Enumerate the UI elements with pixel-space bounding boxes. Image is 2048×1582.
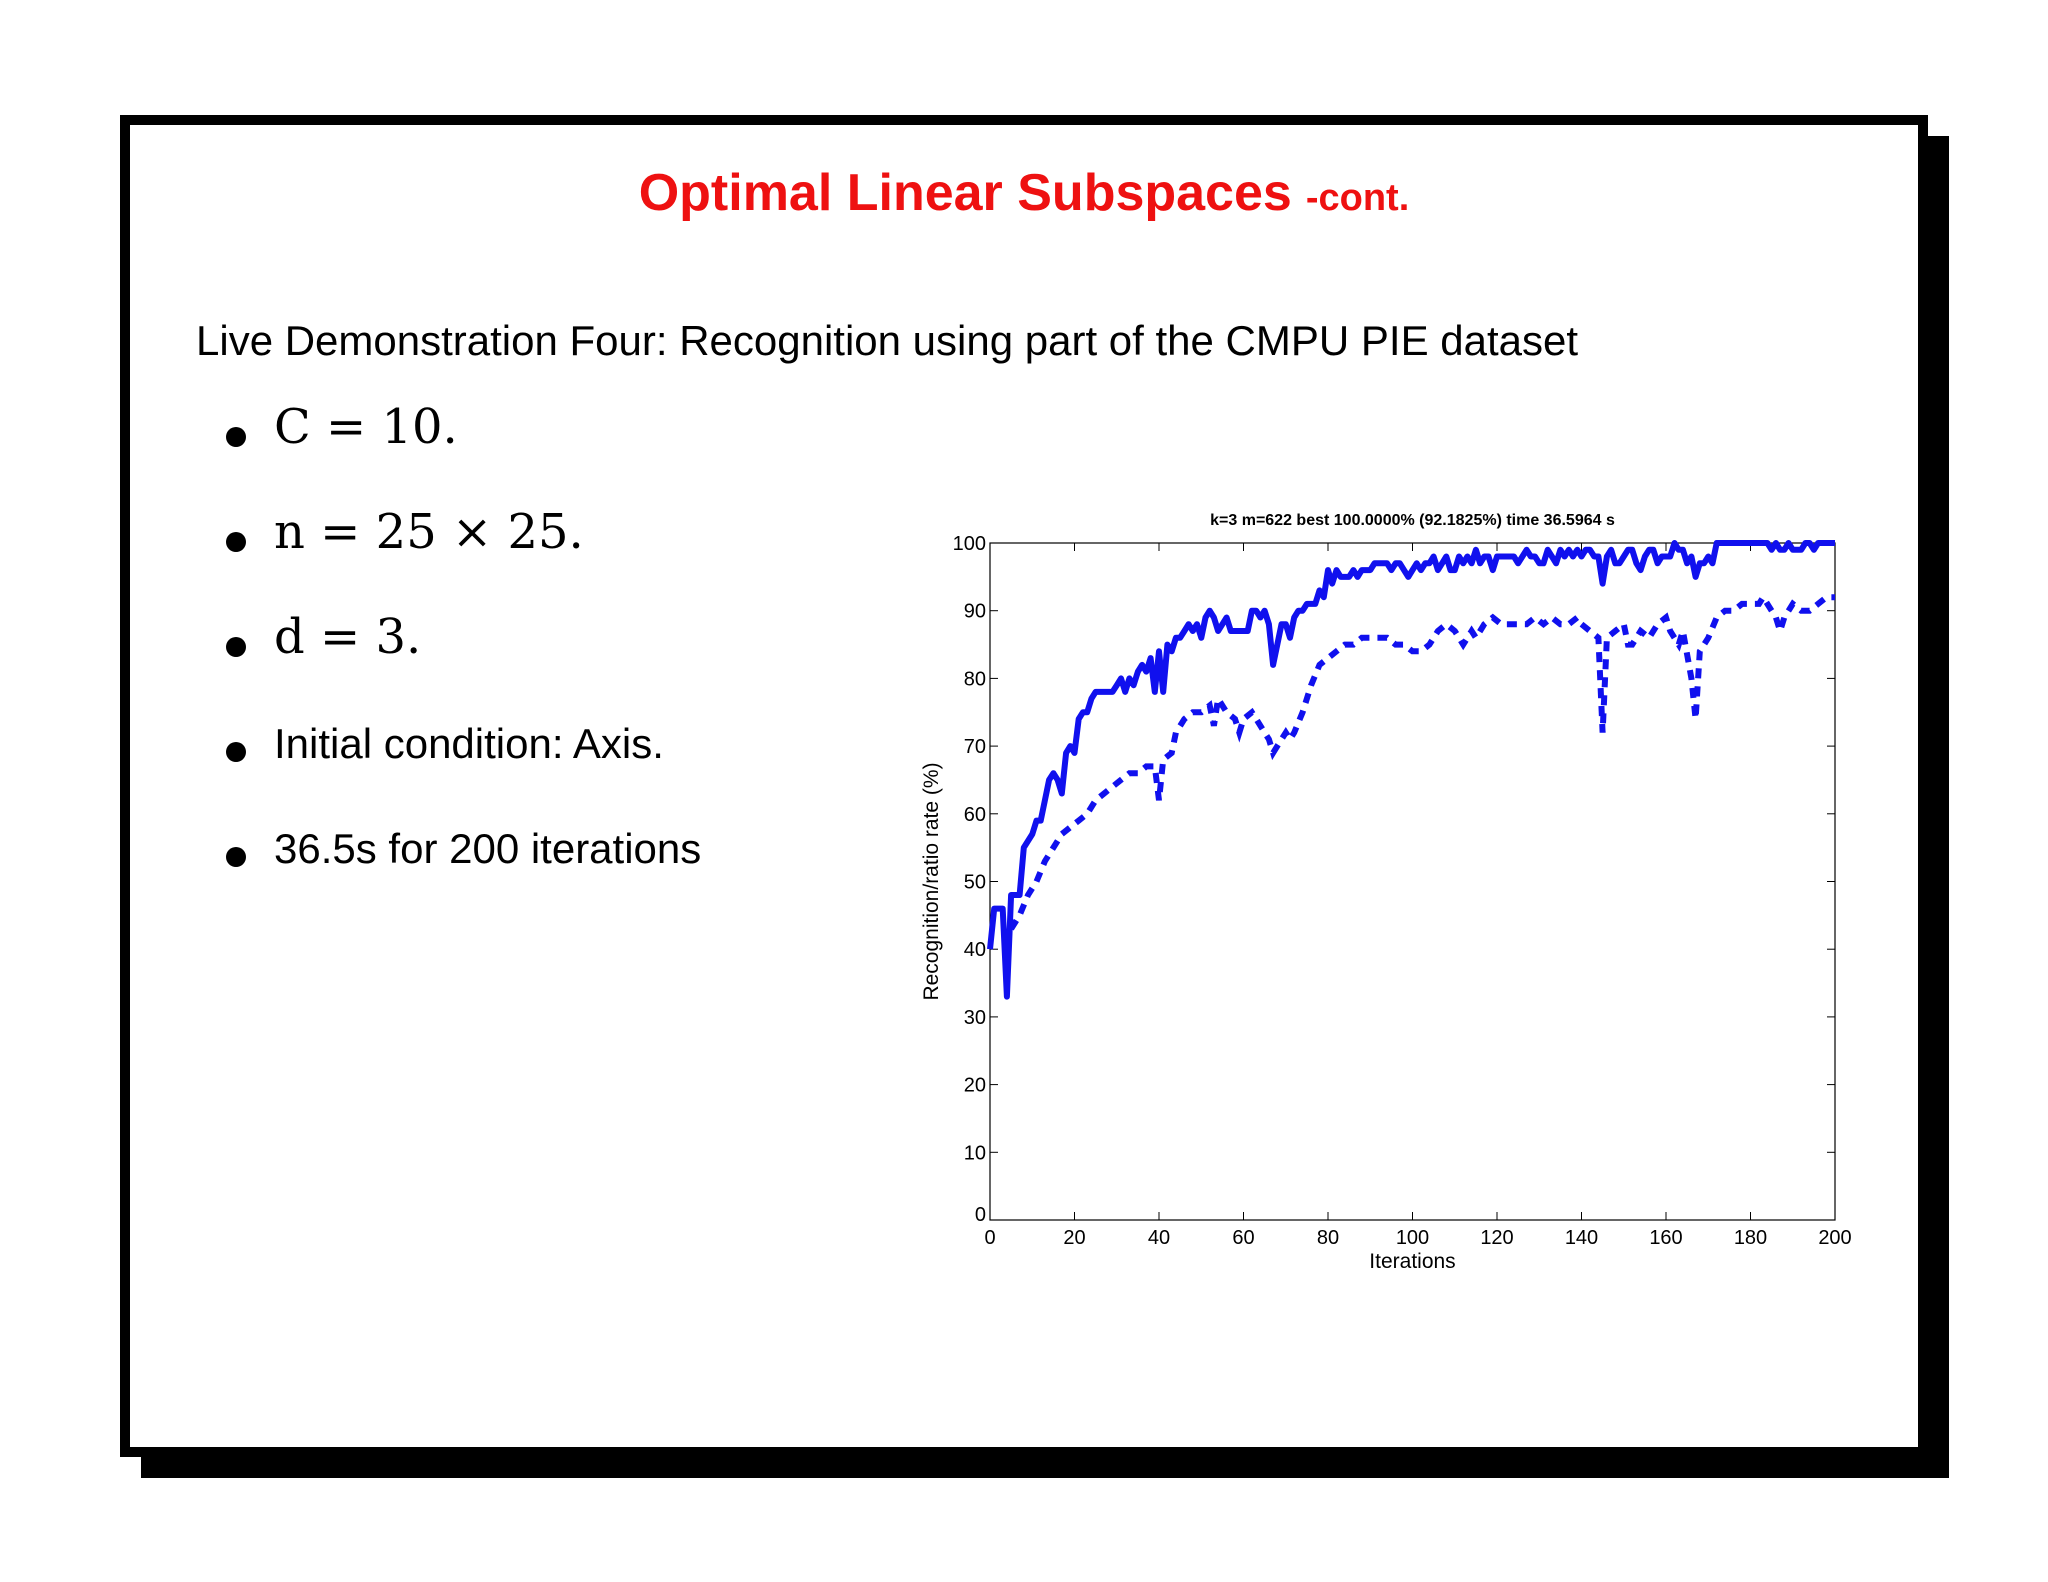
series-line-solid xyxy=(987,540,1835,1000)
slide-title: Optimal Linear Subspaces -cont. xyxy=(130,163,1918,223)
x-tick-label: 100 xyxy=(1396,1227,1429,1249)
bullet-dot-icon xyxy=(226,847,246,867)
y-tick-label: 80 xyxy=(964,668,986,690)
bullet-text: 36.5s for 200 iterations xyxy=(274,825,702,872)
bullet-text: d = 3. xyxy=(274,609,422,665)
y-tick-label: 10 xyxy=(964,1142,986,1164)
bullet-dot-icon xyxy=(226,742,246,762)
bullet-text: n = 25 × 25. xyxy=(274,504,584,560)
title-suffix: -cont. xyxy=(1305,177,1410,219)
y-tick-label: 50 xyxy=(964,872,986,894)
slide-frame: Optimal Linear Subspaces -cont. Live Demo… xyxy=(120,115,1928,1457)
x-tick-label: 0 xyxy=(984,1227,995,1249)
x-tick-label: 20 xyxy=(1063,1227,1085,1249)
x-tick-label: 180 xyxy=(1734,1227,1767,1249)
y-tick-label: 40 xyxy=(964,939,986,961)
bullet-dot-icon xyxy=(226,532,246,552)
x-tick-label: 80 xyxy=(1317,1227,1339,1249)
title-main: Optimal Linear Subspaces xyxy=(638,164,1292,222)
y-tick-label: 20 xyxy=(964,1075,986,1097)
chart-title: k=3 m=622 best 100.0000% (92.1825%) time… xyxy=(1210,512,1615,529)
x-tick-label: 120 xyxy=(1480,1227,1513,1249)
y-tick-label: 30 xyxy=(964,1007,986,1029)
x-tick-label: 160 xyxy=(1649,1227,1682,1249)
bullet-text: C = 10. xyxy=(274,399,458,455)
x-tick-label: 40 xyxy=(1148,1227,1170,1249)
x-tick-label: 60 xyxy=(1232,1227,1254,1249)
series-line-dashed xyxy=(1008,591,1835,931)
chart-container: k=3 m=622 best 100.0000% (92.1825%) time… xyxy=(790,475,1920,1405)
bullet-dot-icon xyxy=(226,637,246,657)
intro-text: Live Demonstration Four: Recognition usi… xyxy=(196,317,1579,364)
y-tick-label: 60 xyxy=(964,804,986,826)
y-tick-label: 70 xyxy=(964,736,986,758)
bullet-text: Initial condition: Axis. xyxy=(274,720,664,767)
x-tick-label: 140 xyxy=(1565,1227,1598,1249)
y-tick-label: 90 xyxy=(964,601,986,623)
y-tick-label: 0 xyxy=(975,1204,986,1226)
x-axis-label: Iterations xyxy=(1369,1250,1455,1273)
line-chart: k=3 m=622 best 100.0000% (92.1825%) time… xyxy=(920,512,1852,1273)
x-tick-label: 200 xyxy=(1818,1227,1851,1249)
bullet-dot-icon xyxy=(226,427,246,447)
y-tick-label: 100 xyxy=(953,533,986,555)
plot-frame xyxy=(989,542,1836,1221)
y-axis-label: Recognition/ratio rate (%) xyxy=(920,762,943,1000)
